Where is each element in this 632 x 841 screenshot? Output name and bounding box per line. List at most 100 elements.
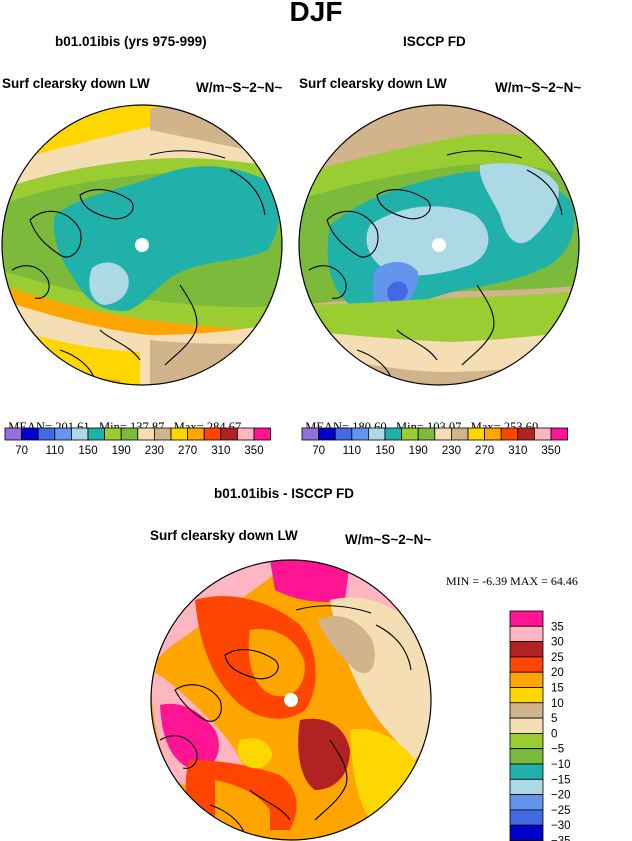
obs-colorbar-swatch bbox=[534, 427, 552, 441]
figure-title: DJF bbox=[289, 0, 343, 27]
diff-colorbar-tick-label: −30 bbox=[551, 820, 571, 832]
model-colorbar-swatch bbox=[4, 427, 23, 441]
model-colorbar-tick-label: 310 bbox=[211, 445, 230, 457]
diff-colorbar-swatch bbox=[509, 824, 544, 841]
model-colorbar-swatch bbox=[21, 427, 39, 441]
model-colorbar-swatch bbox=[37, 427, 56, 441]
diff-colorbar-swatch bbox=[509, 687, 544, 704]
obs-colorbar-tick-label: 190 bbox=[409, 445, 428, 457]
diff-colorbar-swatch bbox=[509, 733, 544, 750]
obs-colorbar-tick-label: 310 bbox=[508, 445, 527, 457]
obs-panel-header: ISCCP FD bbox=[403, 34, 466, 49]
model-colorbar-tick-label: 230 bbox=[145, 445, 164, 457]
obs-colorbar-swatch bbox=[500, 427, 519, 441]
obs-colorbar-swatch bbox=[517, 427, 535, 441]
obs-map-border bbox=[298, 104, 580, 386]
obs-colorbar-swatch bbox=[484, 427, 502, 441]
diff-colorbar-swatch bbox=[509, 748, 544, 765]
obs-units-label: W/m~S~2~N~ bbox=[495, 80, 582, 95]
diff-colorbar-swatch bbox=[509, 778, 544, 795]
obs-colorbar-tick-label: 270 bbox=[475, 445, 494, 457]
model-variable-label: Surf clearsky down LW bbox=[2, 76, 150, 91]
obs-variable-label: Surf clearsky down LW bbox=[299, 76, 447, 91]
diff-colorbar-tick-label: −25 bbox=[551, 805, 571, 817]
diff-colorbar-tick-label: 20 bbox=[551, 667, 564, 679]
diff-colorbar-swatch bbox=[509, 656, 544, 673]
obs-colorbar-swatch bbox=[401, 427, 419, 441]
diff-units-label: W/m~S~2~N~ bbox=[345, 532, 432, 547]
diff-colorbar-tick-label: 30 bbox=[551, 637, 564, 649]
model-colorbar-swatch bbox=[71, 427, 89, 441]
diff-colorbar-tick-label: −10 bbox=[551, 759, 571, 771]
diff-minmax: MIN = -6.39 MAX = 64.46 bbox=[446, 574, 578, 589]
model-colorbar-tick-label: 110 bbox=[46, 445, 64, 457]
model-colorbar-swatch bbox=[120, 427, 139, 441]
diff-colorbar-tick-label: −20 bbox=[551, 790, 571, 802]
obs-colorbar-tick-label: 350 bbox=[541, 445, 560, 457]
obs-colorbar-swatch bbox=[301, 427, 320, 441]
diff-colorbar-swatch bbox=[509, 641, 544, 658]
diff-colorbar-tick-label: 5 bbox=[551, 713, 557, 725]
diff-max-label: MAX = bbox=[510, 574, 548, 588]
obs-colorbar-swatch bbox=[434, 427, 452, 441]
model-colorbar-swatch bbox=[137, 427, 155, 441]
model-colorbar-swatch bbox=[203, 427, 222, 441]
obs-colorbar-tick-label: 230 bbox=[442, 445, 461, 457]
model-colorbar-swatch bbox=[170, 427, 189, 441]
diff-colorbar-swatch bbox=[509, 671, 544, 688]
diff-colorbar-tick-label: 25 bbox=[551, 652, 564, 664]
model-colorbar-tick-label: 270 bbox=[178, 445, 197, 457]
diff-min-label: MIN = bbox=[446, 574, 480, 588]
obs-colorbar-swatch bbox=[550, 427, 569, 441]
obs-colorbar-swatch bbox=[450, 427, 469, 441]
model-colorbar-swatch bbox=[104, 427, 122, 441]
model-colorbar-tick-label: 150 bbox=[78, 445, 97, 457]
obs-colorbar-swatch bbox=[417, 427, 436, 441]
model-colorbar-swatch bbox=[54, 427, 72, 441]
diff-colorbar-swatch bbox=[509, 610, 544, 627]
diff-colorbar-swatch bbox=[509, 717, 544, 734]
obs-colorbar-tick-label: 150 bbox=[375, 445, 394, 457]
diff-panel-header: b01.01ibis - ISCCP FD bbox=[214, 486, 355, 501]
diff-colorbar-tick-label: −15 bbox=[551, 774, 571, 786]
model-map-border bbox=[1, 104, 283, 386]
obs-colorbar-tick-label: 110 bbox=[343, 445, 361, 457]
diff-colorbar-tick-label: 10 bbox=[551, 698, 564, 710]
diff-polar-map bbox=[151, 560, 431, 840]
diff-max-value: 64.46 bbox=[550, 574, 578, 588]
obs-colorbar-swatch bbox=[467, 427, 486, 441]
model-colorbar-swatch bbox=[220, 427, 238, 441]
obs-colorbar-swatch bbox=[318, 427, 336, 441]
diff-min-value: -6.39 bbox=[482, 574, 508, 588]
model-colorbar: 70 110 150 190 230 270 310 350 bbox=[4, 427, 272, 457]
obs-colorbar-swatch bbox=[367, 427, 386, 441]
model-colorbar-swatch bbox=[253, 427, 272, 441]
model-units-label: W/m~S~2~N~ bbox=[196, 80, 283, 95]
obs-colorbar-swatch bbox=[334, 427, 353, 441]
diff-colorbar-swatch bbox=[509, 794, 544, 811]
diff-colorbar: 35 30 25 20 15 10 5 0 −5 −10 −15 −20 −25 −30 −35 bbox=[509, 610, 571, 841]
obs-colorbar-tick-label: 70 bbox=[312, 445, 325, 457]
diff-colorbar-tick-label: 0 bbox=[551, 728, 557, 740]
diff-colorbar-swatch bbox=[509, 702, 544, 719]
diff-colorbar-swatch bbox=[509, 625, 544, 642]
obs-colorbar: 70 110 150 190 230 270 310 350 bbox=[301, 427, 569, 457]
diff-colorbar-swatch bbox=[509, 763, 544, 780]
model-colorbar-swatch bbox=[187, 427, 205, 441]
model-colorbar-tick-label: 350 bbox=[244, 445, 263, 457]
diff-colorbar-tick-label: 35 bbox=[551, 621, 564, 633]
diff-colorbar-tick-label: −35 bbox=[551, 836, 571, 841]
diff-colorbar-tick-label: −5 bbox=[551, 744, 564, 756]
model-panel-header: b01.01ibis (yrs 975-999) bbox=[55, 34, 207, 49]
obs-colorbar-swatch bbox=[384, 427, 403, 441]
model-colorbar-swatch bbox=[236, 427, 255, 441]
model-colorbar-swatch bbox=[153, 427, 172, 441]
model-colorbar-swatch bbox=[87, 427, 106, 441]
diff-colorbar-swatch bbox=[509, 809, 544, 826]
obs-colorbar-swatch bbox=[351, 427, 369, 441]
model-colorbar-tick-label: 70 bbox=[15, 445, 28, 457]
diff-map-border bbox=[150, 559, 432, 841]
diff-colorbar-tick-label: 15 bbox=[551, 683, 564, 695]
diff-variable-label: Surf clearsky down LW bbox=[150, 528, 298, 543]
